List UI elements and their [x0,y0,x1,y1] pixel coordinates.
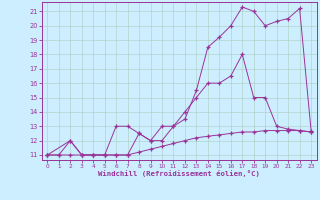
X-axis label: Windchill (Refroidissement éolien,°C): Windchill (Refroidissement éolien,°C) [98,170,260,177]
